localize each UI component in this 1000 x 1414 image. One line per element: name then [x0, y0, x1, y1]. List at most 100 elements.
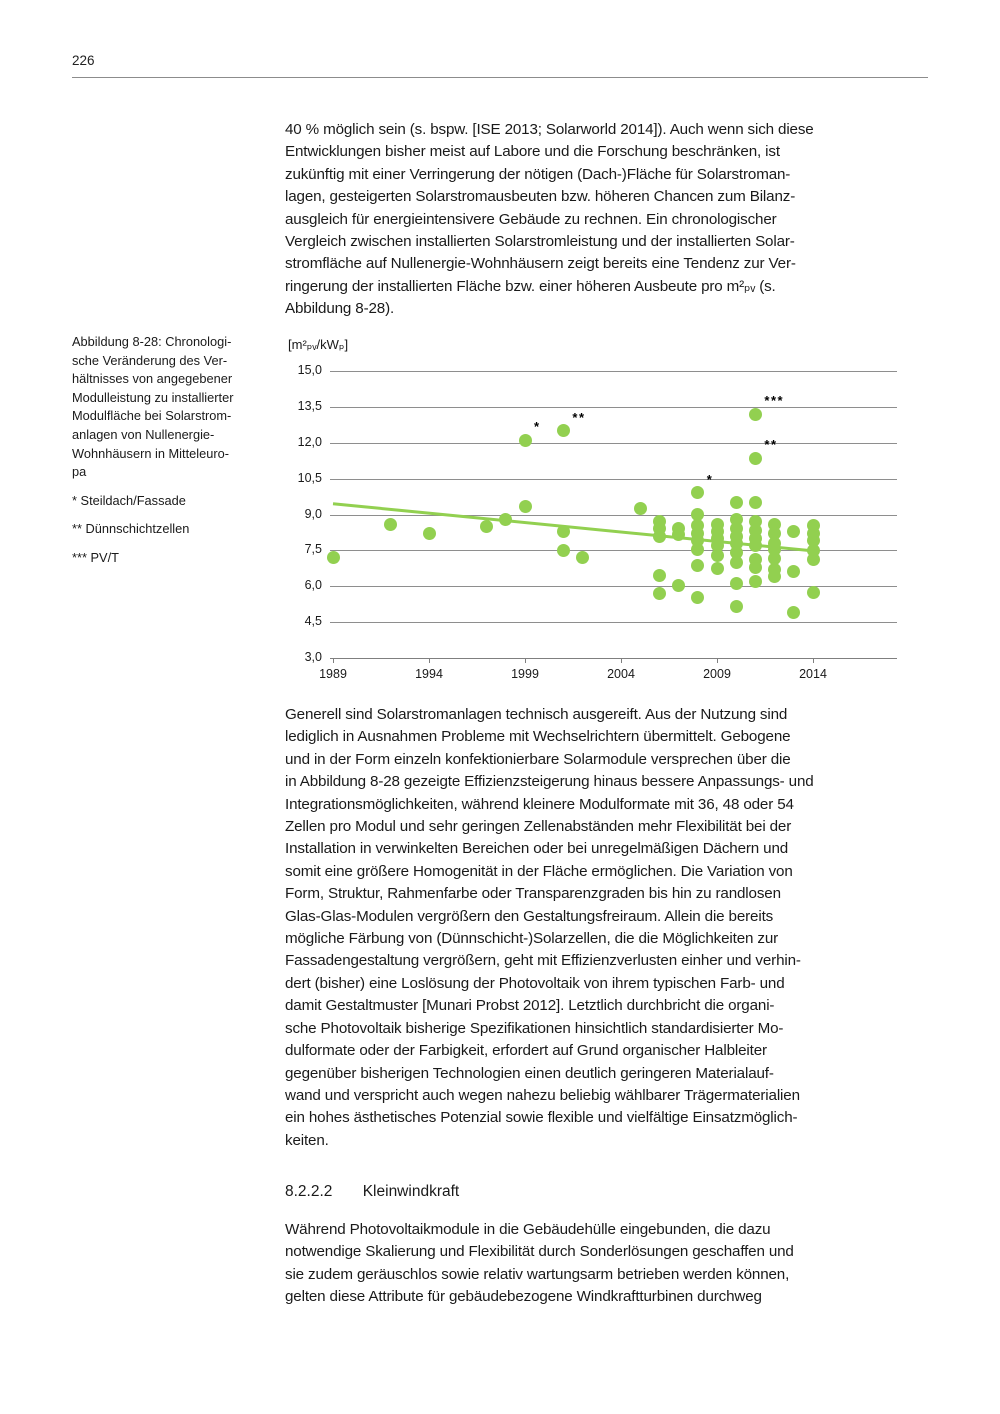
y-tick-label: 6,0: [304, 578, 322, 593]
scatter-point: [787, 606, 801, 620]
scatter-point: [499, 512, 513, 526]
gridline: [330, 550, 897, 552]
gridline: [330, 371, 897, 372]
scatter-point: [729, 600, 743, 614]
figure-caption: Abbildung 8-28: Chronologi-sche Veränder…: [72, 333, 267, 568]
gridline: [330, 478, 897, 480]
point-annotation: **: [572, 409, 586, 425]
scatter-point: [806, 585, 820, 599]
point-annotation: **: [764, 437, 778, 453]
text-line: sche Photovoltaik bisherige Spezifikatio…: [285, 1019, 784, 1037]
x-tick-label: 1999: [511, 667, 539, 681]
y-tick-label: 13,5: [297, 398, 322, 413]
scatter-point: [422, 527, 436, 541]
scatter-point: [787, 565, 801, 579]
header-rule: [72, 77, 928, 78]
text-line: Glas-Glas-Modulen vergrößern den Gestalt…: [285, 907, 774, 925]
text-line: dulformate oder der Farbigkeit, erforder…: [285, 1042, 767, 1060]
scatter-point: [729, 555, 743, 569]
text-line: ** Dünnschichtzellen: [72, 521, 190, 537]
text-line: Während Photovoltaikmodule in die Gebäud…: [285, 1221, 771, 1238]
scatter-point: [729, 577, 743, 591]
text-line: Vergleich zwischen installierten Solarst…: [285, 233, 795, 251]
scatter-point: [652, 568, 666, 582]
text-line: in Abbildung 8-28 gezeigte Effizienzstei…: [285, 773, 814, 791]
point-annotation: ***: [764, 393, 785, 409]
text-line: Generell sind Solarstromanlagen technisc…: [285, 706, 788, 723]
figure-chart: [m²ₚᵥ/kWₚ] * ** * *** ** 15,0 13,5 12,0 10,5 9,0…: [278, 337, 923, 697]
text-line: Integrationsmöglichkeiten, während klein…: [285, 795, 794, 813]
text-line: Wohnhäusern in Mitteleuro-: [72, 445, 229, 461]
scatter-point: [768, 570, 782, 584]
scatter-point: [691, 542, 705, 556]
scatter-point: [768, 552, 782, 566]
text-line: sie zudem geräuschlos sowie relativ wart…: [285, 1265, 790, 1283]
text-line: mögliche Färbung von (Dünnschicht-)Solar…: [285, 930, 779, 948]
scatter-point: [652, 529, 666, 543]
x-tick-label: 1989: [319, 667, 347, 681]
text-line: damit Gestaltmuster [Munari Probst 2012]…: [285, 997, 775, 1015]
text-line: ringerung der installierten Fläche bzw. …: [285, 277, 776, 295]
x-tick-mark: [717, 659, 718, 663]
paragraph-kleinwindkraft: Während Photovoltaikmodule in die Gebäud…: [285, 1219, 897, 1309]
figure-caption-text: Abbildung 8-28: Chronologi-sche Veränder…: [72, 333, 267, 482]
y-tick-label: 10,5: [297, 470, 322, 485]
chart-axis-unit-label: [m²ₚᵥ/kWₚ]: [288, 337, 349, 352]
gridline: [330, 622, 897, 624]
text-line: lagen, gesteigerten Solarstromausbeuten …: [285, 188, 796, 206]
scatter-point: [556, 524, 570, 538]
x-tick-mark: [333, 659, 334, 663]
plot-area: * ** * *** **: [326, 371, 897, 659]
point-annotation: *: [706, 471, 714, 487]
text-line: *** PV/T: [72, 549, 119, 565]
scatter-point: [806, 553, 820, 567]
scatter-point: [748, 574, 762, 588]
scatter-point: [748, 451, 762, 465]
x-tick-label: 1994: [415, 667, 443, 681]
x-tick-mark: [525, 659, 526, 663]
text-line: gelten diese Attribute für gebäudebezoge…: [285, 1288, 762, 1306]
scatter-point: [384, 517, 398, 531]
scatter-point: [652, 586, 666, 600]
scatter-point: [691, 508, 705, 521]
x-tick-mark: [813, 659, 814, 663]
paragraph-main: Generell sind Solarstromanlagen technisc…: [285, 704, 897, 1152]
text-line: ein hohes ästhetisches Potenzial sowie f…: [285, 1109, 798, 1127]
text-line: zukünftig mit einer Verringerung der nöt…: [285, 165, 791, 183]
text-line: lediglich in Ausnahmen Probleme mit Wech…: [285, 728, 791, 746]
text-line: Installation in verwinkelten Bereichen o…: [285, 840, 789, 858]
scatter-point: [691, 559, 705, 573]
scatter-point: [518, 433, 532, 447]
scatter-point: [480, 519, 494, 533]
text-line: Entwicklungen bisher meist auf Labore un…: [285, 143, 780, 161]
section-title: Kleinwindkraft: [362, 1183, 460, 1200]
text-line: * Steildach/Fassade: [72, 492, 186, 508]
scatter-point: [633, 502, 647, 516]
x-tick-label: 2004: [607, 667, 635, 681]
page-number: 226: [72, 53, 95, 68]
x-tick-mark: [621, 659, 622, 663]
scatter-point: [748, 407, 762, 421]
scatter-point: [787, 524, 801, 538]
figure-caption-notes: * Steildach/Fassade ** Dünnschichtzellen *…: [72, 492, 267, 568]
y-tick-label: 12,0: [297, 434, 322, 449]
text-line: Modulleistung zu installierter: [72, 389, 234, 405]
text-line: keiten.: [285, 1131, 329, 1149]
text-line: dert (bisher) eine Loslösung der Photovo…: [285, 974, 785, 992]
text-line: 40 % möglich sein (s. bspw. [ISE 2013; S…: [285, 121, 814, 138]
text-line: und in der Form einzeln konfektionierbar…: [285, 750, 791, 768]
x-tick-mark: [429, 659, 430, 663]
x-tick-label: 2009: [703, 667, 731, 681]
text-line: sche Veränderung des Ver-: [72, 352, 228, 368]
y-tick-label: 7,5: [304, 542, 322, 557]
gridline: [330, 514, 897, 516]
text-line: somit eine größere Homogenität in der Fl…: [285, 862, 793, 880]
text-line: wand und verspricht auch wegen nahezu be…: [285, 1086, 800, 1104]
text-line: Form, Struktur, Rahmenfarbe oder Transpa…: [285, 885, 781, 903]
scatter-point: [556, 424, 570, 438]
y-tick-label: 15,0: [297, 363, 322, 377]
point-annotation: *: [534, 419, 541, 435]
text-line: pa: [72, 464, 87, 480]
scatter-point: [691, 590, 705, 604]
